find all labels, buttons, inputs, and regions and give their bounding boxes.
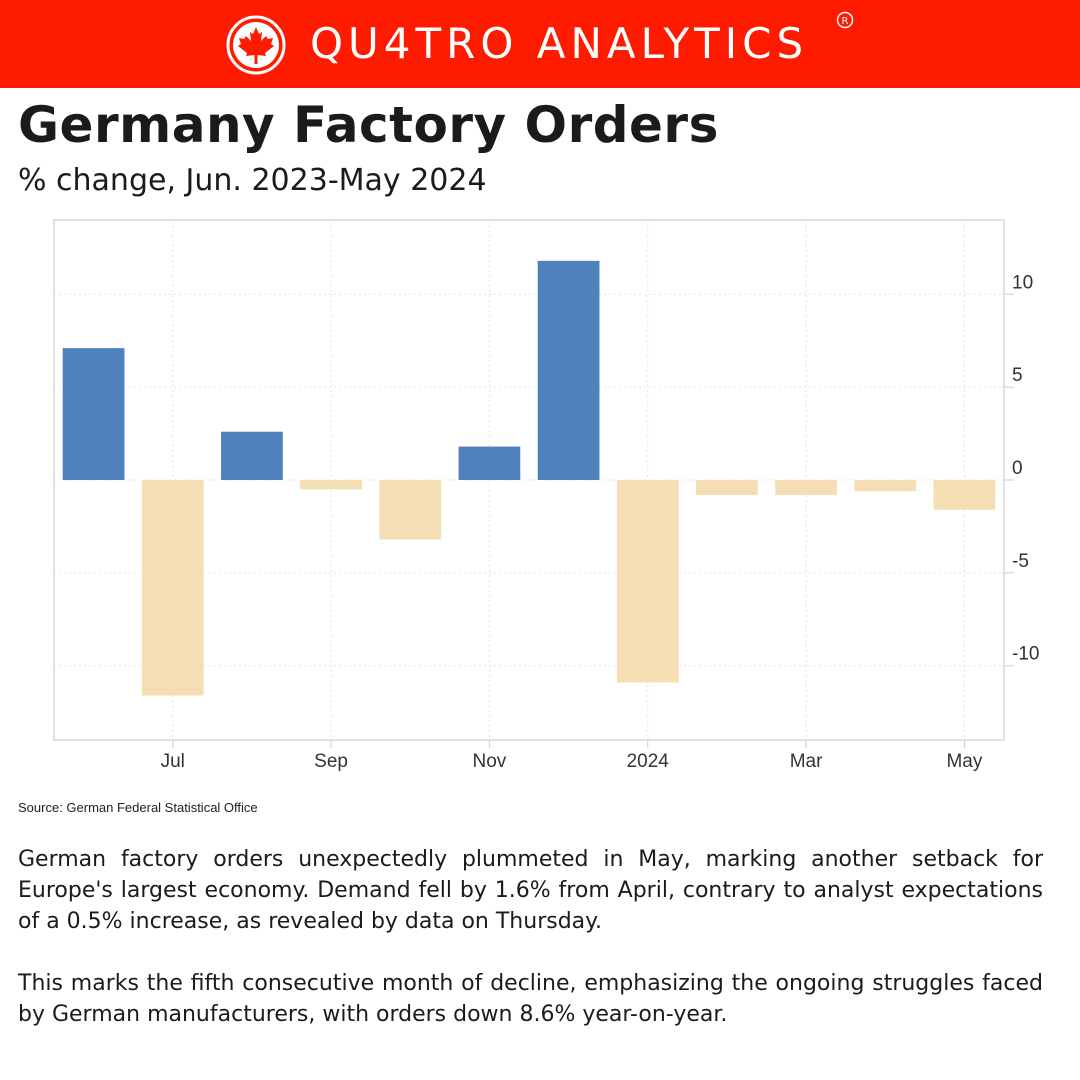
bar-feb-2024: [696, 480, 758, 495]
commentary-paragraph-2: This marks the fifth consecutive month o…: [18, 968, 1043, 1030]
bar-dec-2023: [537, 260, 600, 480]
x-tick-label: Jul: [161, 751, 185, 772]
bar-sep-2023: [300, 480, 362, 490]
x-tick-label: Mar: [790, 751, 823, 772]
x-axis-ticks: Jul Sep Nov 2024 Mar May: [161, 740, 983, 772]
brand-name: QU4TRO ANALYTICS: [310, 19, 809, 68]
bar-mar-2024: [775, 480, 837, 495]
bar-oct-2023: [379, 480, 442, 540]
x-tick-label: Sep: [314, 751, 348, 772]
bar-jul-2023: [141, 480, 204, 696]
commentary-text-1: German factory orders unexpectedly plumm…: [18, 847, 1043, 934]
y-tick-label: -10: [1012, 644, 1039, 665]
y-tick-label: -5: [1012, 551, 1029, 572]
brand-header-bar: QU4TRO ANALYTICS R: [0, 0, 1080, 88]
x-tick-label: Nov: [473, 751, 507, 772]
x-tick-label: 2024: [627, 751, 670, 772]
bar-may-2024: [933, 480, 996, 510]
commentary-text-2: This marks the fifth consecutive month o…: [18, 971, 1043, 1027]
maple-leaf-icon: [226, 15, 286, 75]
bar-aug-2023: [221, 431, 283, 480]
bar-nov-2023: [458, 446, 521, 480]
bar-apr-2024: [854, 480, 917, 492]
bar-jan-2024: [616, 480, 679, 683]
factory-orders-bar-chart: 10 5 0 -5 -10 Jul Sep Nov 2024 Mar May: [53, 219, 1039, 772]
y-axis-ticks: 10 5 0 -5 -10: [1004, 272, 1039, 667]
page-title: Germany Factory Orders: [18, 96, 719, 154]
registered-mark: R: [836, 11, 854, 29]
registered-mark-letter: R: [842, 16, 849, 27]
y-tick-label: 10: [1012, 272, 1033, 293]
page-subtitle: % change, Jun. 2023-May 2024: [18, 163, 487, 198]
commentary-paragraph-1: German factory orders unexpectedly plumm…: [18, 844, 1043, 937]
x-tick-label: May: [946, 751, 982, 772]
chart-bars: [62, 260, 996, 696]
y-tick-label: 0: [1012, 458, 1023, 479]
bar-jun-2023: [62, 348, 125, 480]
y-tick-label: 5: [1012, 365, 1023, 386]
source-note: Source: German Federal Statistical Offic…: [18, 800, 258, 815]
